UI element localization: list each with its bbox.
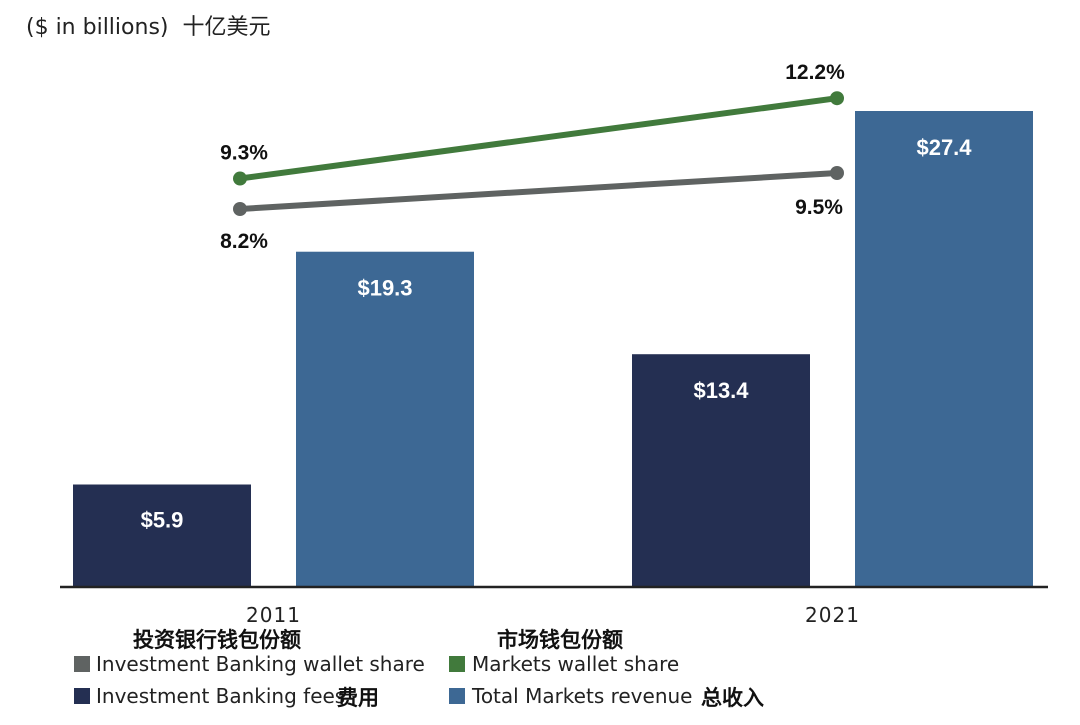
x-tick-label-2011: 2011 <box>246 603 301 627</box>
legend-label-markets-revenue: Total Markets revenue <box>471 684 692 708</box>
legend-label-ib-wallet: Investment Banking wallet share <box>96 652 425 676</box>
legend-cn-markets-revenue: 总收入 <box>701 685 764 710</box>
point-markets-wallet-share-2021 <box>830 91 844 106</box>
bar-label-total-markets-revenue-2021: $27.4 <box>916 135 972 160</box>
unit-label: ($ in billions) 十亿美元 <box>26 15 271 40</box>
legend-label-ib-fees: Investment Banking fees <box>96 684 345 708</box>
x-tick-label-2021: 2021 <box>805 603 860 627</box>
legend-swatch-ib-wallet <box>74 656 90 672</box>
bar-investment-banking-fees-2021 <box>632 354 810 587</box>
line-markets-wallet-share <box>239 95 838 182</box>
bars-group <box>73 111 1033 587</box>
wallet-share-lines-group: 8.2% 9.5% 9.3% 12.2% <box>220 61 845 253</box>
bar-label-total-markets-revenue-2011: $19.3 <box>357 276 412 301</box>
bar-total-markets-revenue-2021 <box>855 111 1033 587</box>
bar-label-investment-banking-fees-2021: $13.4 <box>693 378 749 403</box>
legend-cn-ib-wallet: 投资银行钱包份额 <box>133 627 301 652</box>
line-investment-banking-wallet-share <box>239 169 838 212</box>
bar-investment-banking-fees-2011 <box>73 484 251 587</box>
bar-total-markets-revenue-2011 <box>296 251 474 587</box>
point-label-markets-wallet-share-2011: 9.3% <box>220 142 268 165</box>
legend-label-markets-wallet: Markets wallet share <box>472 652 679 676</box>
point-investment-banking-wallet-share-2011 <box>233 202 247 216</box>
legend-cn-ib-fees: 费用 <box>337 685 379 710</box>
legend-swatch-ib-fees <box>74 688 90 704</box>
point-label-investment-banking-wallet-share-2011: 8.2% <box>220 230 268 253</box>
point-investment-banking-wallet-share-2021 <box>830 165 844 180</box>
bar-labels-group: $5.9 $19.3 $13.4 $27.4 <box>141 135 973 533</box>
legend-swatch-markets-revenue <box>449 688 465 704</box>
legend: 投资银行钱包份额 市场钱包份额 Investment Banking walle… <box>74 627 764 710</box>
bar-label-investment-banking-fees-2011: $5.9 <box>141 508 184 533</box>
point-label-investment-banking-wallet-share-2021: 9.5% <box>795 196 843 219</box>
legend-swatch-markets-wallet <box>449 656 465 672</box>
x-tick-labels-group: 2011 2021 <box>246 603 860 627</box>
point-label-markets-wallet-share-2021: 12.2% <box>785 61 845 84</box>
point-markets-wallet-share-2011 <box>233 171 247 186</box>
legend-cn-markets-wallet: 市场钱包份额 <box>497 627 623 652</box>
